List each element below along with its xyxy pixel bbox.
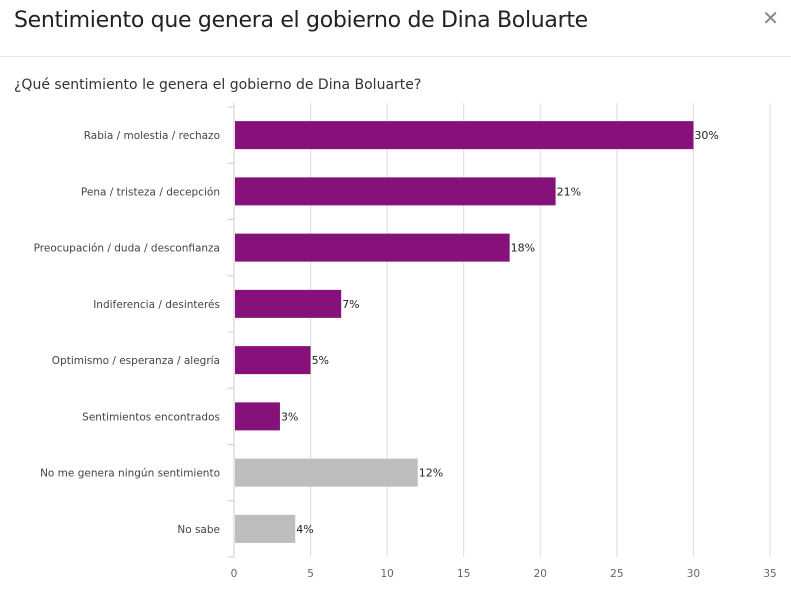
data-label: 18% bbox=[511, 242, 535, 255]
data-label: 21% bbox=[557, 185, 581, 198]
category-label: Preocupación / duda / desconfianza bbox=[34, 243, 220, 255]
category-label: Indiferencia / desinterés bbox=[93, 299, 220, 311]
bar bbox=[235, 121, 694, 150]
x-tick-label: 15 bbox=[457, 568, 470, 580]
x-tick-label: 10 bbox=[380, 568, 393, 580]
bar bbox=[235, 514, 296, 543]
category-label: Rabia / molestia / rechazo bbox=[84, 130, 220, 142]
bar bbox=[235, 458, 418, 487]
category-label: Optimismo / esperanza / alegría bbox=[52, 355, 220, 367]
bar bbox=[235, 402, 280, 431]
close-icon[interactable]: ✕ bbox=[762, 6, 779, 30]
x-tick-label: 5 bbox=[307, 568, 314, 580]
bar bbox=[235, 289, 342, 318]
x-tick-label: 30 bbox=[687, 568, 700, 580]
bar bbox=[235, 346, 311, 375]
data-label: 4% bbox=[296, 523, 313, 536]
category-label: Sentimientos encontrados bbox=[82, 411, 220, 423]
data-label: 5% bbox=[312, 354, 329, 367]
divider bbox=[0, 56, 791, 57]
data-label: 3% bbox=[281, 410, 298, 423]
x-tick-label: 35 bbox=[763, 568, 776, 580]
x-tick-label: 25 bbox=[610, 568, 623, 580]
bar bbox=[235, 233, 510, 262]
data-label: 30% bbox=[694, 129, 718, 142]
data-label: 12% bbox=[419, 467, 443, 480]
category-label: No sabe bbox=[177, 524, 220, 536]
dialog-title: Sentimiento que genera el gobierno de Di… bbox=[14, 8, 588, 33]
x-tick-label: 0 bbox=[231, 568, 238, 580]
data-label: 7% bbox=[342, 298, 359, 311]
category-label: No me genera ningún sentimiento bbox=[40, 468, 220, 480]
bar bbox=[235, 177, 556, 206]
category-label: Pena / tristeza / decepción bbox=[81, 186, 220, 198]
x-tick-label: 20 bbox=[534, 568, 547, 580]
chart-title: ¿Qué sentimiento le genera el gobierno d… bbox=[14, 77, 422, 93]
